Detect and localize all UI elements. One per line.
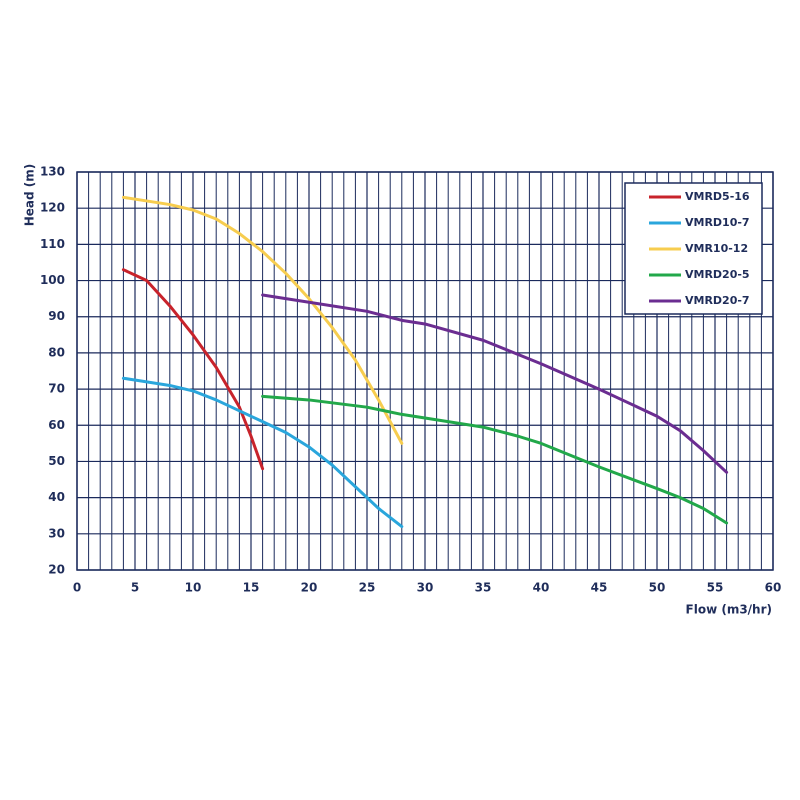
legend-label: VMRD20-7: [685, 294, 750, 307]
x-tick-label: 40: [533, 581, 550, 595]
x-tick-label: 0: [73, 581, 81, 595]
y-tick-label: 80: [48, 345, 65, 359]
x-tick-label: 5: [131, 581, 139, 595]
legend-label: VMRD20-5: [685, 268, 750, 281]
series-line: [121, 268, 265, 471]
y-tick-label: 110: [40, 237, 65, 251]
x-tick-label: 45: [591, 581, 608, 595]
y-tick-label: 60: [48, 418, 65, 432]
y-tick-label: 90: [48, 309, 65, 323]
y-tick-label: 30: [48, 526, 65, 540]
legend-label: VMRD10-7: [685, 216, 750, 229]
series-line: [121, 376, 404, 529]
x-tick-label: 30: [417, 581, 434, 595]
legend-label: VMR10-12: [685, 242, 748, 255]
x-tick-label: 55: [707, 581, 724, 595]
x-tick-label: 15: [243, 581, 260, 595]
y-axis-label: Head (m): [23, 164, 37, 227]
y-tick-label: 20: [48, 563, 65, 577]
x-tick-label: 25: [359, 581, 376, 595]
plot-border: [76, 171, 774, 571]
series-line: [121, 195, 404, 445]
legend-label: VMRD5-16: [685, 190, 750, 203]
x-axis-label: Flow (m3/hr): [686, 603, 772, 617]
y-tick-label: 40: [48, 490, 65, 504]
x-tick-label: 50: [649, 581, 666, 595]
series-line: [261, 394, 729, 525]
y-tick-label: 50: [48, 454, 65, 468]
y-tick-label: 130: [40, 165, 65, 179]
y-tick-label: 100: [40, 273, 65, 287]
x-tick-label: 20: [301, 581, 318, 595]
x-tick-label: 60: [765, 581, 782, 595]
x-tick-label: 35: [475, 581, 492, 595]
legend-box: [624, 182, 763, 315]
x-tick-label: 10: [185, 581, 202, 595]
y-tick-label: 70: [48, 382, 65, 396]
series-line: [261, 293, 729, 474]
y-tick-label: 120: [40, 201, 65, 215]
